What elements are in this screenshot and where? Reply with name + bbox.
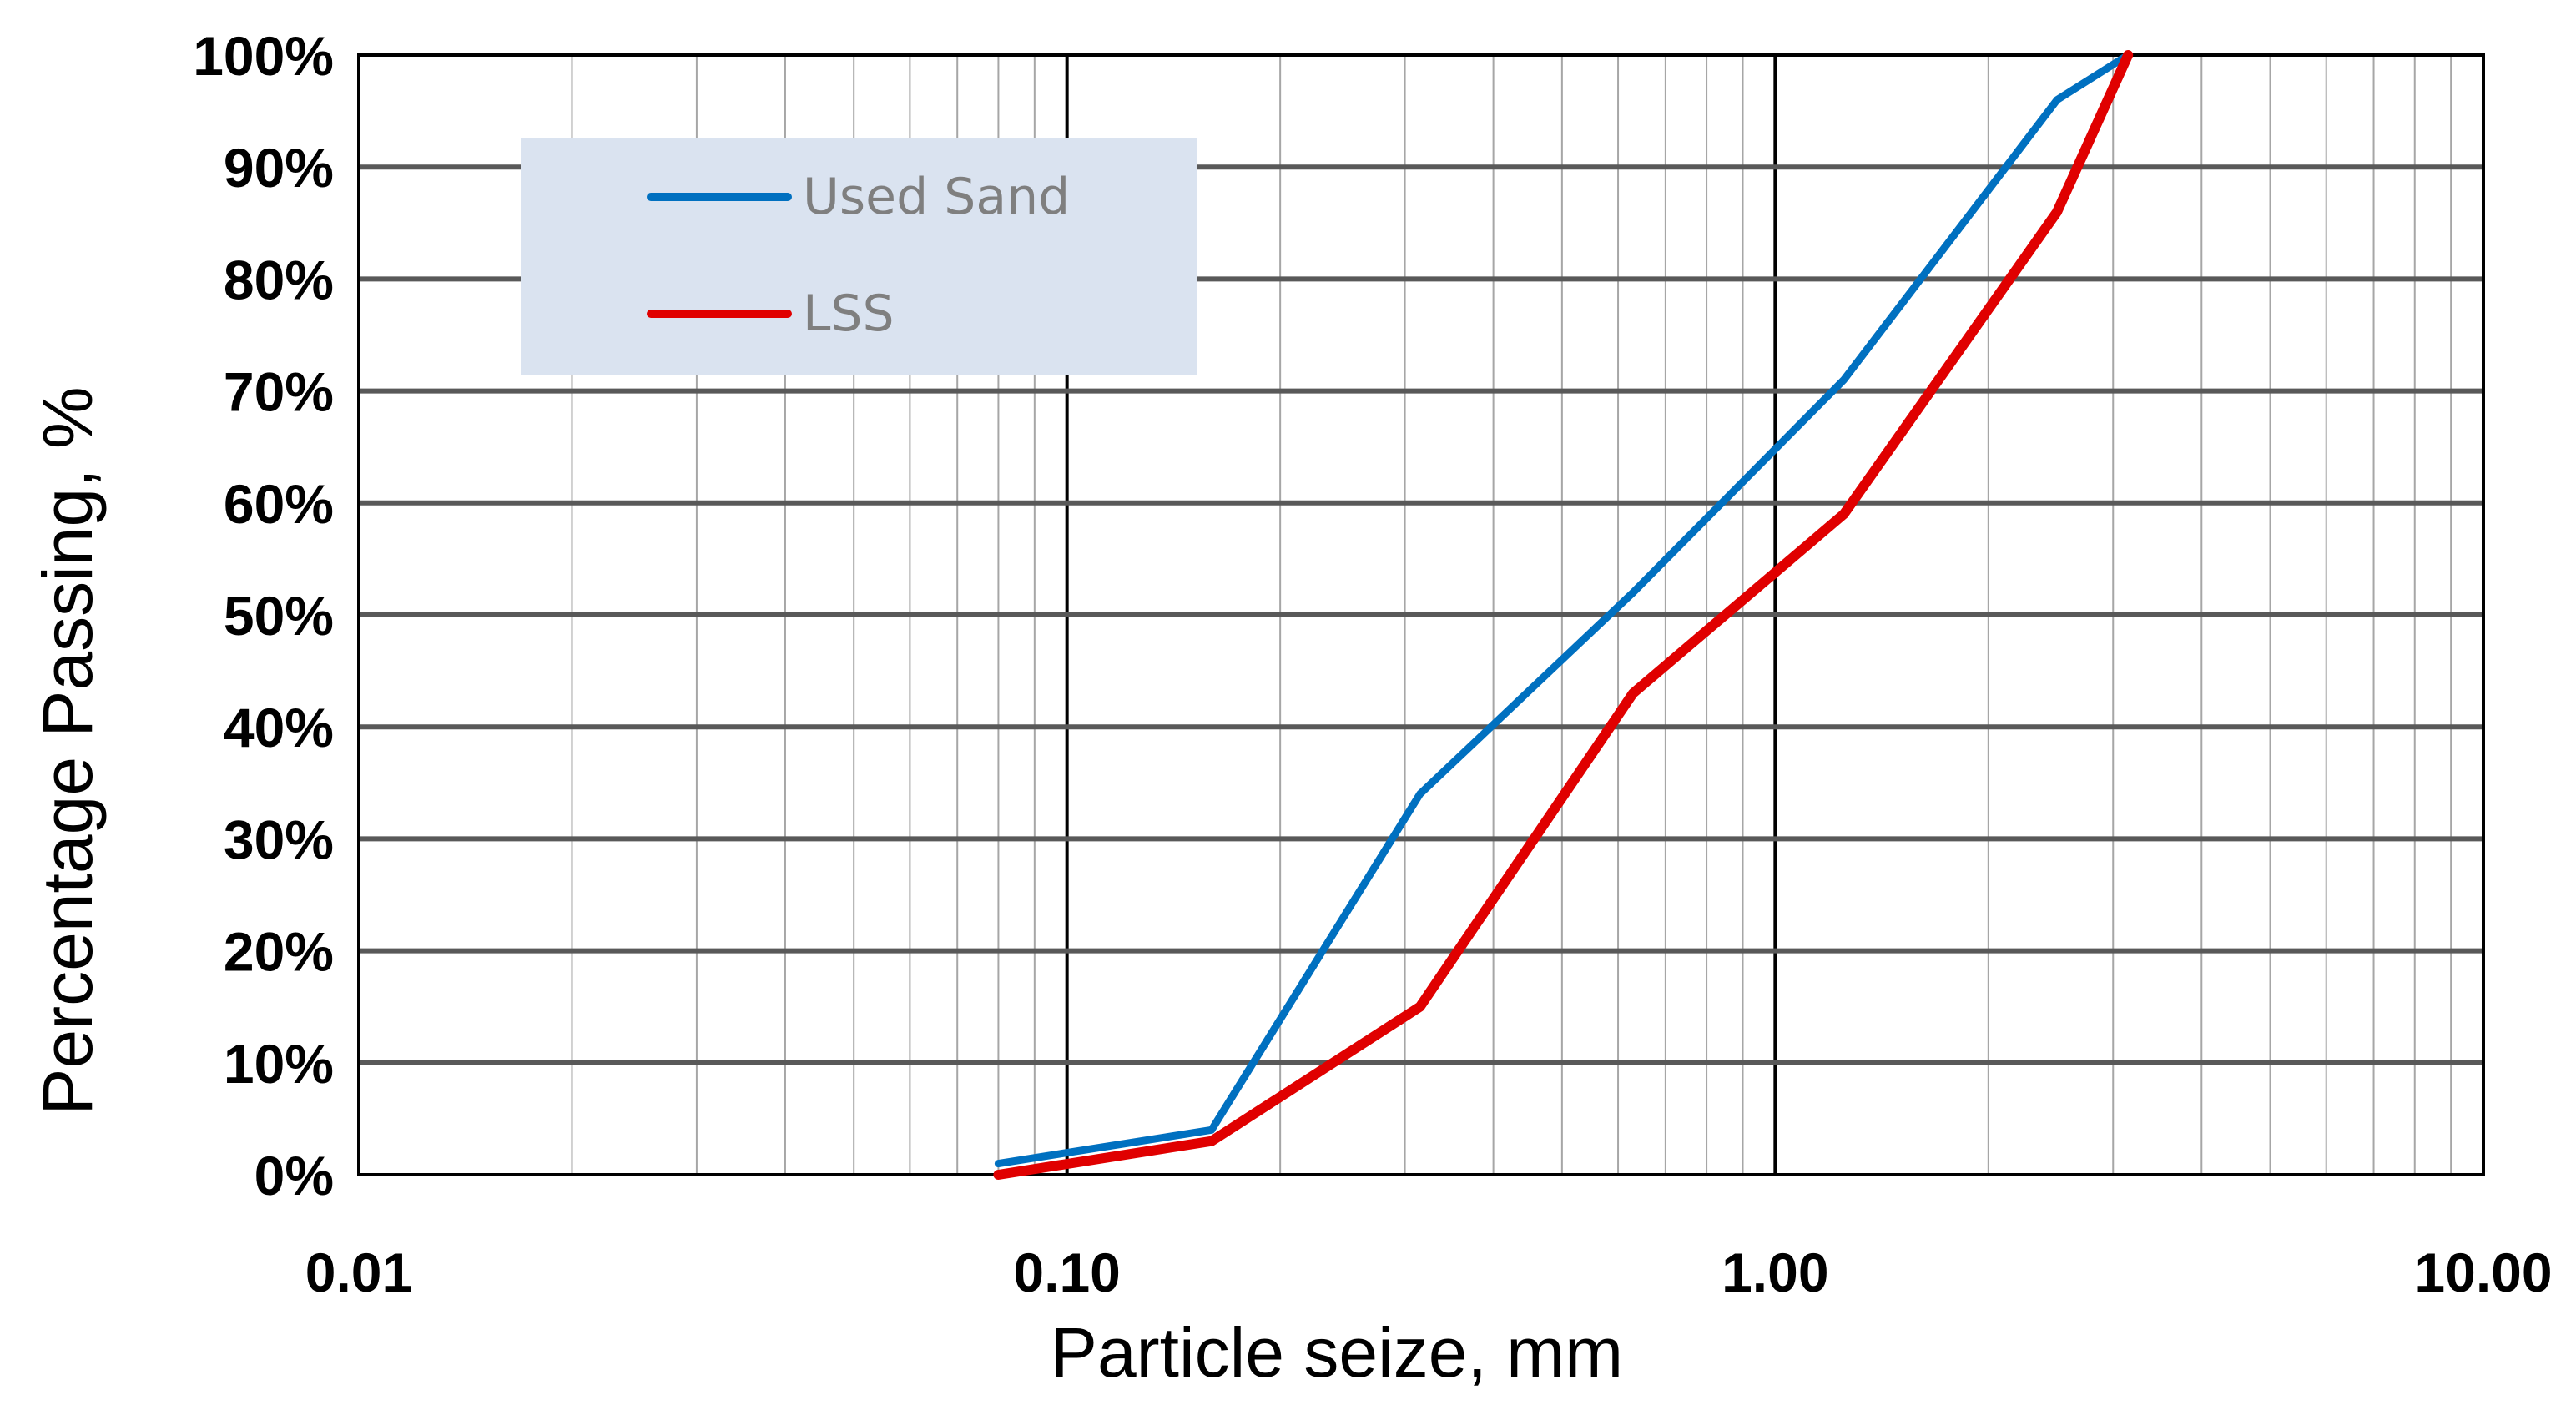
legend-label-used-sand: Used Sand <box>803 168 1070 226</box>
x-tick-labels: 0.01 0.10 1.00 10.00 <box>305 1241 2553 1303</box>
plot-area-frame <box>357 53 2485 1176</box>
y-tick-label: 20% <box>224 921 334 983</box>
y-tick-label: 0% <box>255 1145 334 1206</box>
legend-label-lss: LSS <box>803 285 895 343</box>
legend-box <box>521 138 1197 375</box>
x-tick-label: 10.00 <box>2414 1241 2552 1303</box>
y-tick-label: 90% <box>224 137 334 199</box>
y-tick-label: 60% <box>224 473 334 535</box>
y-tick-label: 70% <box>224 361 334 423</box>
x-tick-label: 0.01 <box>305 1241 412 1303</box>
x-tick-label: 1.00 <box>1722 1241 1828 1303</box>
y-axis-title: Percentage Passing, % <box>28 386 107 1115</box>
x-axis-title: Particle seize, mm <box>1051 1313 1623 1392</box>
y-tick-label: 50% <box>224 585 334 647</box>
y-tick-label: 30% <box>224 808 334 870</box>
x-tick-label: 0.10 <box>1013 1241 1120 1303</box>
y-tick-label: 100% <box>193 25 334 87</box>
series-line-lss <box>993 50 2134 1180</box>
y-tick-labels: 0% 10% 20% 30% 40% 50% 60% 70% 80% 90% 100% <box>193 25 334 1206</box>
series-layer <box>993 50 2134 1180</box>
y-tick-label: 80% <box>224 249 334 310</box>
legend: Used Sand LSS <box>521 138 1197 375</box>
y-tick-label: 10% <box>224 1033 334 1095</box>
series-line-used-sand <box>994 51 2132 1168</box>
y-tick-label: 40% <box>224 697 334 758</box>
